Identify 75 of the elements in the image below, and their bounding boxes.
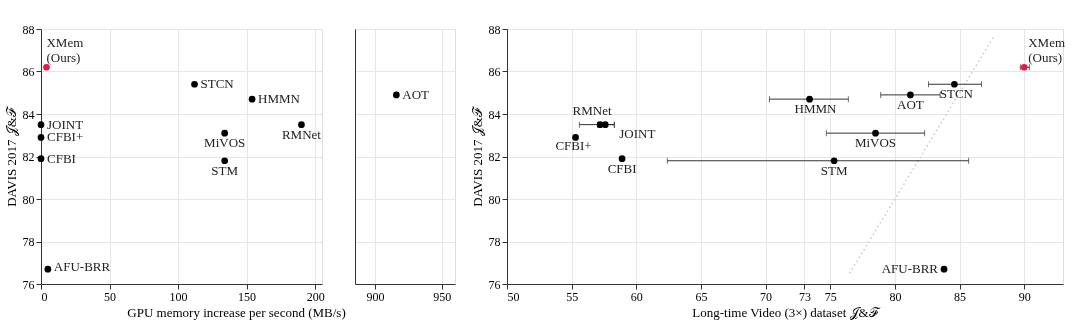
annotation: XMem (Ours) — [46, 35, 84, 66]
x-tick-label: 150 — [238, 289, 257, 304]
point — [872, 129, 879, 137]
annotation: MiVOS — [204, 135, 246, 151]
y-tick-label: 88 — [22, 22, 35, 37]
annotation: AFU-BRR — [881, 261, 939, 277]
point — [37, 155, 45, 162]
annotation: MiVOS — [854, 135, 897, 151]
y-tick-label: 84 — [22, 107, 35, 122]
x-tick-label: 65 — [695, 289, 708, 304]
y-tick-label: 78 — [488, 235, 501, 249]
y-tick-label: 82 — [488, 150, 501, 164]
y-tick-label: 82 — [22, 150, 35, 164]
annotation: AOT — [402, 86, 430, 102]
y-tick-label: 76 — [488, 277, 501, 292]
x-tick-label: 90 — [1018, 289, 1031, 304]
annotation: RMNet — [281, 126, 322, 142]
y-tick-label: 80 — [22, 192, 35, 207]
x-tick-label: 50 — [104, 289, 117, 304]
point — [940, 265, 948, 273]
annotation: AFU-BRR — [53, 259, 111, 275]
x-axis-title: Long-time Video (3×) dataset 𝒥&ℱ — [692, 304, 881, 320]
point — [806, 95, 813, 103]
annotation: STCN — [200, 76, 235, 92]
y-axis-title: DAVIS 2017 𝒥&ℱ — [469, 105, 485, 207]
y-tick-label: 86 — [22, 65, 35, 79]
x-tick-label: 950 — [433, 289, 452, 304]
annotation: STM — [820, 162, 848, 178]
annotation: XMem (Ours) — [1028, 35, 1066, 66]
point — [44, 265, 52, 273]
x-tick-label: 50 — [507, 289, 520, 304]
point — [191, 80, 198, 88]
x-tick-label: 85 — [954, 289, 967, 304]
y-tick-label: 86 — [488, 65, 501, 79]
y-tick-label: 76 — [22, 277, 35, 292]
point — [298, 121, 305, 128]
y-tick-label: 88 — [488, 22, 501, 37]
annotation: CFBI — [607, 160, 637, 176]
point — [221, 157, 229, 165]
point — [618, 155, 626, 162]
x-tick-label: 80 — [889, 289, 902, 304]
annotation: STM — [211, 162, 239, 178]
annotation: RMNet — [572, 102, 612, 118]
y-tick-label: 78 — [22, 235, 35, 249]
annotation: CFBI+ — [47, 129, 84, 145]
x-tick-label: 0 — [41, 289, 48, 304]
x-tick-label: 70 — [760, 289, 773, 304]
x-tick-label: 900 — [366, 289, 385, 304]
point — [907, 91, 914, 99]
annotation: JOINT — [47, 116, 84, 132]
x-tick-label: 200 — [306, 289, 325, 304]
y-tick-label: 80 — [488, 192, 501, 207]
x-axis-title: GPU memory increase per second (MB/s) — [127, 304, 346, 320]
annotation: AOT — [897, 96, 924, 112]
x-tick-label: 75 — [824, 289, 837, 304]
y-axis-title: DAVIS 2017 𝒥&ℱ — [3, 105, 19, 207]
x-tick-label: 73 — [798, 289, 811, 304]
point — [830, 157, 838, 165]
y-tick-label: 84 — [488, 107, 501, 122]
point — [221, 129, 229, 137]
annotation: HMMN — [258, 91, 301, 107]
annotation: STCN — [939, 86, 974, 102]
point — [601, 121, 609, 128]
annotation: HMMN — [794, 101, 838, 117]
x-tick-label: 55 — [566, 289, 579, 304]
annotation: CFBI+ — [555, 138, 592, 154]
annotation: JOINT — [619, 125, 656, 141]
point — [248, 95, 256, 103]
point — [37, 134, 45, 141]
point — [951, 80, 958, 88]
point — [37, 121, 45, 128]
x-tick-label: 100 — [169, 289, 188, 304]
point — [572, 134, 579, 141]
x-tick-label: 60 — [630, 289, 643, 304]
annotation: CFBI — [47, 150, 76, 166]
